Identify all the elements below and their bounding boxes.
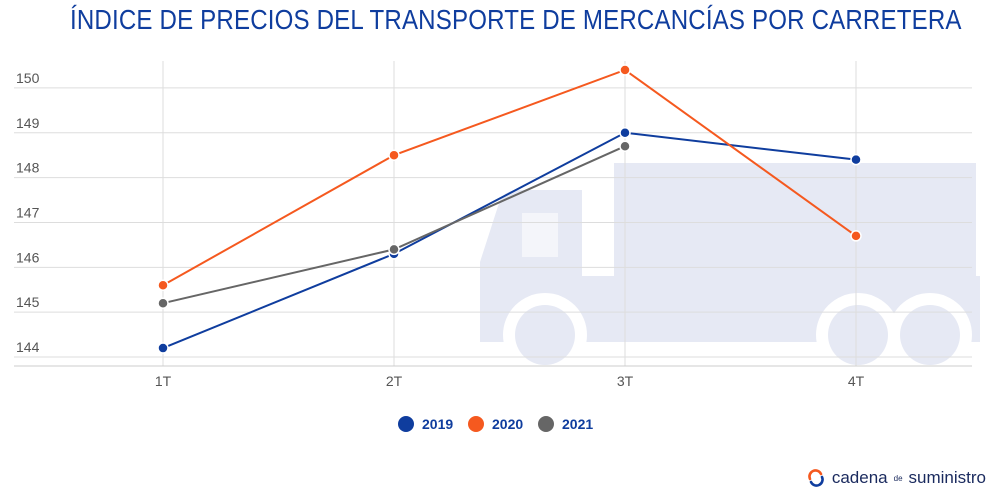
brand-name-part2: de: [893, 473, 903, 483]
legend-label-2021: 2021: [562, 416, 593, 432]
x-tick-label: 2T: [386, 373, 403, 389]
data-point-2021: [157, 297, 169, 309]
data-point-2019: [850, 153, 862, 166]
data-point-2021: [619, 140, 631, 152]
data-point-2019: [157, 342, 169, 354]
y-tick-label: 149: [16, 115, 40, 131]
brand-swirl-icon: [808, 469, 824, 487]
x-tick-label: 1T: [155, 373, 172, 389]
data-point-2020: [619, 64, 631, 76]
x-tick-label: 3T: [617, 373, 634, 389]
series-line-2020: [162, 68, 857, 287]
y-tick-label: 146: [16, 249, 40, 265]
y-tick-label: 144: [16, 339, 40, 355]
chart-title: ÍNDICE DE PRECIOS DEL TRANSPORTE DE MERC…: [70, 4, 962, 35]
brand-logo: cadena de suministro: [806, 468, 986, 488]
series-line-2019: [162, 131, 857, 349]
legend-swatch-2019: [398, 416, 414, 432]
legend: 2019 2020 2021: [398, 416, 593, 432]
legend-swatch-2021: [538, 416, 554, 432]
legend-label-2020: 2020: [492, 416, 523, 432]
y-tick-label: 150: [16, 70, 40, 86]
series-layer: [157, 64, 862, 354]
y-axis: 144 145 146 147 148 149 150: [16, 70, 40, 355]
data-point-2021: [388, 243, 400, 256]
x-axis: 1T 2T 3T 4T: [14, 365, 972, 389]
truck-watermark-icon: [480, 163, 980, 377]
y-tick-label: 145: [16, 294, 40, 310]
grid: [14, 61, 972, 366]
legend-label-2019: 2019: [422, 416, 453, 432]
data-point-2020: [388, 149, 400, 161]
data-point-2020: [157, 279, 169, 292]
brand-name-part3: suministro: [908, 468, 986, 487]
data-point-2019: [619, 127, 631, 139]
y-tick-label: 148: [16, 160, 40, 176]
x-tick-label: 4T: [848, 373, 865, 389]
data-point-2020: [850, 230, 862, 242]
legend-swatch-2020: [468, 416, 484, 432]
brand-name-part1: cadena: [831, 468, 888, 487]
y-tick-label: 147: [16, 204, 40, 220]
